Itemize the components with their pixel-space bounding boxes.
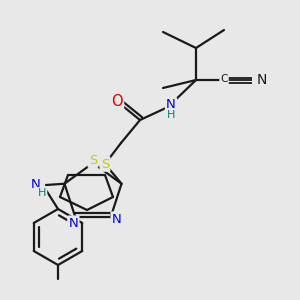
Text: N: N xyxy=(112,213,122,226)
Text: N: N xyxy=(30,178,40,190)
Text: N: N xyxy=(257,73,267,87)
Text: H: H xyxy=(167,110,175,120)
Text: N: N xyxy=(68,217,78,230)
Text: S: S xyxy=(89,154,97,166)
Text: S: S xyxy=(101,158,109,170)
Text: H: H xyxy=(38,188,46,198)
Text: N: N xyxy=(166,98,176,112)
Text: O: O xyxy=(111,94,123,110)
Text: C: C xyxy=(220,74,228,84)
